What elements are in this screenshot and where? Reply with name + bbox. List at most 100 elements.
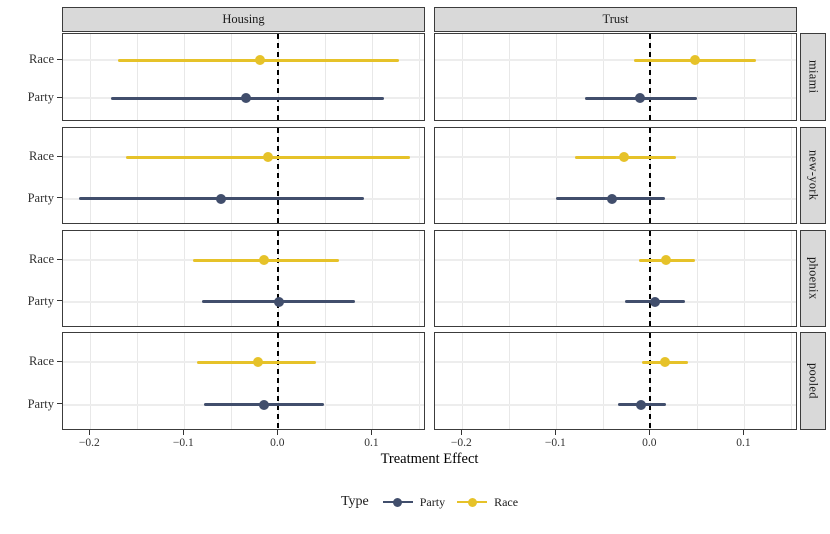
facet-strip-housing-label: Housing xyxy=(222,12,265,26)
gridline-v xyxy=(418,34,420,120)
x-tick xyxy=(182,430,184,435)
y-axis-label-race: Race xyxy=(29,252,54,267)
panel-housing-pooled xyxy=(62,332,425,430)
y-tick xyxy=(57,360,62,362)
panel-trust-new-york xyxy=(434,127,797,224)
y-axis-label-party: Party xyxy=(27,293,54,308)
gridline-v xyxy=(602,231,604,326)
gridline-v xyxy=(790,333,792,429)
gridline-v xyxy=(743,34,745,120)
gridline-v xyxy=(790,128,792,223)
gridline-v xyxy=(230,128,232,223)
gridline-v xyxy=(696,128,698,223)
point-estimate-party xyxy=(241,93,252,104)
x-tick-label: −0.1 xyxy=(172,437,194,449)
gridline-h xyxy=(435,59,796,62)
gridline-v xyxy=(696,231,698,326)
facet-strip-miami: miami xyxy=(800,33,826,121)
gridline-v xyxy=(743,128,745,223)
gridline-v xyxy=(508,34,510,120)
facet-strip-new-york-label: new-york xyxy=(806,150,821,201)
legend-entry-race: Race xyxy=(457,495,518,510)
gridline-v xyxy=(461,34,463,120)
gridline-v xyxy=(230,333,232,429)
gridline-v xyxy=(371,34,373,120)
y-tick xyxy=(57,197,62,199)
x-tick-label: 0.0 xyxy=(270,437,285,449)
x-tick xyxy=(88,430,90,435)
legend-entry-party-label: Party xyxy=(419,494,446,509)
gridline-v xyxy=(230,231,232,326)
facet-strip-new-york: new-york xyxy=(800,127,826,224)
panel-housing-phoenix xyxy=(62,230,425,327)
y-axis-label-party: Party xyxy=(27,396,54,411)
gridline-v xyxy=(183,128,185,223)
x-axis-title: Treatment Effect xyxy=(380,451,479,467)
zero-reference-line xyxy=(277,128,280,223)
point-estimate-party xyxy=(215,193,226,204)
point-estimate-party xyxy=(274,296,285,307)
gridline-h xyxy=(435,361,796,364)
gridline-v xyxy=(324,231,326,326)
gridline-v xyxy=(371,333,373,429)
y-axis-label-race: Race xyxy=(29,149,54,164)
point-estimate-party xyxy=(650,296,661,307)
gridline-v xyxy=(555,128,557,223)
gridline-v xyxy=(183,231,185,326)
facet-strip-trust: Trust xyxy=(434,7,797,32)
gridline-v xyxy=(89,128,91,223)
panel-trust-miami xyxy=(434,33,797,121)
gridline-v xyxy=(508,231,510,326)
gridline-v xyxy=(696,333,698,429)
x-tick-label: −0.1 xyxy=(544,437,566,449)
facet-strip-housing: Housing xyxy=(62,7,425,32)
y-tick xyxy=(57,258,62,260)
gridline-v xyxy=(324,128,326,223)
point-estimate-race xyxy=(259,255,270,266)
zero-reference-line xyxy=(277,34,280,120)
x-tick xyxy=(370,430,372,435)
facet-strip-miami-label: miami xyxy=(806,60,821,94)
facet-strip-trust-label: Trust xyxy=(602,12,629,26)
y-axis-label-race: Race xyxy=(29,354,54,369)
gridline-v xyxy=(508,333,510,429)
zero-reference-line xyxy=(649,333,652,429)
gridline-v xyxy=(461,333,463,429)
gridline-v xyxy=(418,231,420,326)
gridline-v xyxy=(136,128,138,223)
facet-strip-phoenix: phoenix xyxy=(800,230,826,327)
gridline-v xyxy=(371,128,373,223)
gridline-v xyxy=(136,333,138,429)
gridline-v xyxy=(555,333,557,429)
zero-reference-line xyxy=(649,128,652,223)
x-tick-label: 0.0 xyxy=(642,437,657,449)
y-tick xyxy=(57,155,62,157)
gridline-h xyxy=(435,259,796,262)
facet-strip-phoenix-label: phoenix xyxy=(806,257,821,300)
point-estimate-party xyxy=(635,399,646,410)
gridline-v xyxy=(418,128,420,223)
gridline-v xyxy=(790,34,792,120)
gridline-v xyxy=(790,231,792,326)
zero-reference-line xyxy=(277,333,280,429)
y-tick xyxy=(57,96,62,98)
legend-title: Type xyxy=(340,494,369,509)
gridline-v xyxy=(418,333,420,429)
legend: Type Party Race xyxy=(62,494,797,510)
x-tick xyxy=(460,430,462,435)
zero-reference-line xyxy=(649,34,652,120)
x-tick-label: −0.2 xyxy=(450,437,472,449)
x-tick xyxy=(742,430,744,435)
gridline-v xyxy=(602,333,604,429)
gridline-v xyxy=(324,333,326,429)
gridline-v xyxy=(743,333,745,429)
gridline-v xyxy=(183,333,185,429)
point-estimate-race xyxy=(254,55,265,66)
gridline-v xyxy=(89,231,91,326)
gridline-v xyxy=(555,34,557,120)
race-pointrange-key-icon xyxy=(457,495,488,509)
panel-housing-new-york xyxy=(62,127,425,224)
gridline-v xyxy=(602,34,604,120)
y-tick xyxy=(57,300,62,302)
